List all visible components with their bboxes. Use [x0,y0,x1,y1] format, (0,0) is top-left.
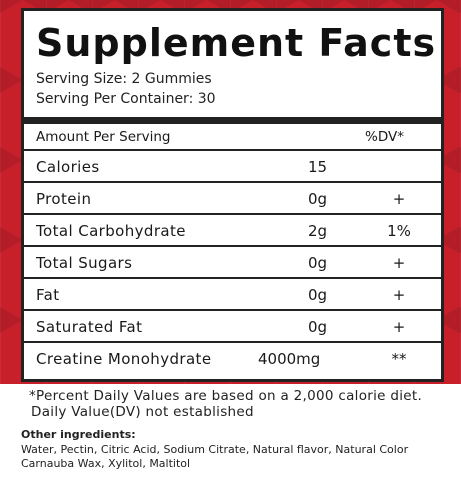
servings-per-container: Serving Per Container: 30 [36,91,216,107]
daily-value-header: %DV* [365,129,404,145]
nutrient-row-creatine-monohydrate: Creatine Monohydrate 4000mg ** [24,343,441,375]
ingredients-line: Carnauba Wax, Xylitol, Maltitol [21,457,191,470]
nutrient-row-saturated-fat: Saturated Fat 0g + [24,311,441,343]
serving-size: Serving Size: 2 Gummies [36,71,212,87]
nutrient-row-total-sugars: Total Sugars 0g + [24,247,441,279]
ingredients-line: Water, Pectin, Citric Acid, Sodium Citra… [21,443,409,456]
nutrient-name: Calories [36,158,100,176]
nutrient-dv: + [392,286,406,304]
nutrient-amount: 15 [308,158,328,176]
nutrient-amount: 0g [308,254,328,272]
nutrient-amount: 4000mg [258,350,321,368]
nutrient-dv: + [392,190,406,208]
nutrient-amount: 2g [308,222,328,240]
nutrient-row-protein: Protein 0g + [24,183,441,215]
nutrient-row-fat: Fat 0g + [24,279,441,311]
other-ingredients-heading: Other ingredients: [21,428,136,441]
amount-header-row: Amount Per Serving %DV* [24,124,441,151]
nutrient-name: Protein [36,190,92,208]
panel-title: Supplement Facts [36,21,437,65]
supplement-facts-panel: Supplement Facts Serving Size: 2 Gummies… [21,8,444,382]
nutrient-name: Total Carbohydrate [36,222,186,240]
nutrient-row-calories: Calories 15 [24,151,441,183]
nutrient-dv: 1% [387,222,411,240]
nutrient-dv: + [392,254,406,272]
nutrient-name: Saturated Fat [36,318,143,336]
nutrient-dv: + [392,318,406,336]
nutrient-amount: 0g [308,318,328,336]
thick-divider [24,117,441,124]
nutrient-name: Creatine Monohydrate [36,350,212,368]
nutrient-amount: 0g [308,190,328,208]
nutrient-row-total-carbohydrate: Total Carbohydrate 2g 1% [24,215,441,247]
nutrient-amount: 0g [308,286,328,304]
daily-value-footnote: *Percent Daily Values are based on a 2,0… [29,388,423,404]
nutrient-name: Fat [36,286,60,304]
nutrient-name: Total Sugars [36,254,133,272]
amount-per-serving-label: Amount Per Serving [36,129,171,145]
dv-not-established-footnote: Daily Value(DV) not established [31,404,254,420]
nutrient-dv: ** [391,350,407,368]
